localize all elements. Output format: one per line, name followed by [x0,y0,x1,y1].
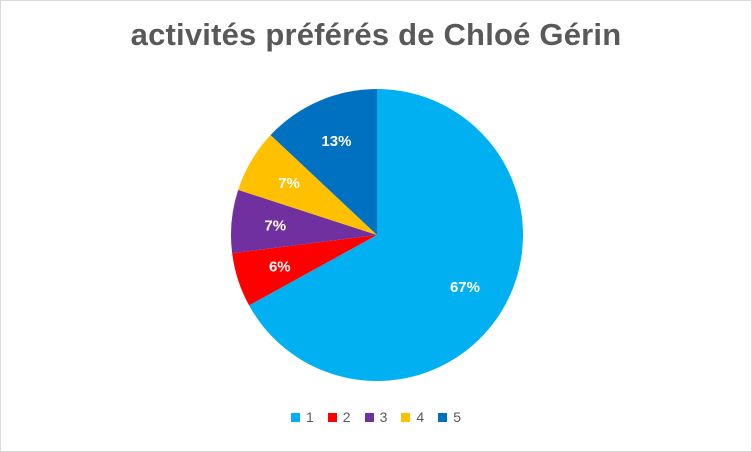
legend-swatch-2 [327,412,337,422]
legend-item-1: 1 [291,409,314,425]
data-label-2: 6% [269,259,291,276]
pie-slice-2 [232,235,377,306]
legend-label-3: 3 [379,409,388,425]
legend: 1 2 3 4 5 [1,409,751,425]
legend-swatch-1 [291,412,300,422]
legend-item-3: 3 [364,409,388,425]
legend-item-2: 2 [327,409,351,425]
pie-slices [231,89,524,381]
legend-swatch-5 [438,412,448,422]
data-label-5: 13% [321,133,351,150]
pie-labels: 67% 6% 7% 7% 13% [264,133,480,296]
data-label-1: 67% [450,279,480,296]
legend-label-4: 4 [416,409,425,425]
legend-swatch-3 [364,412,374,422]
chart-title: activités préférés de Chloé Gérin [130,17,622,52]
legend-label-2: 2 [342,409,351,425]
pie-slice-5 [270,89,377,235]
pie-slice-1 [249,89,524,381]
legend-label-5: 5 [453,409,461,425]
legend-item-4: 4 [401,409,424,425]
legend-item-5: 5 [438,409,461,425]
pie-chart: 67% 6% 7% 7% 13% [231,89,524,381]
pie-slice-3 [231,189,377,254]
legend-swatch-4 [401,412,411,422]
data-label-4: 7% [278,175,300,192]
pie-slice-4 [238,135,377,235]
legend-label-1: 1 [306,409,314,425]
data-label-3: 7% [264,217,286,234]
